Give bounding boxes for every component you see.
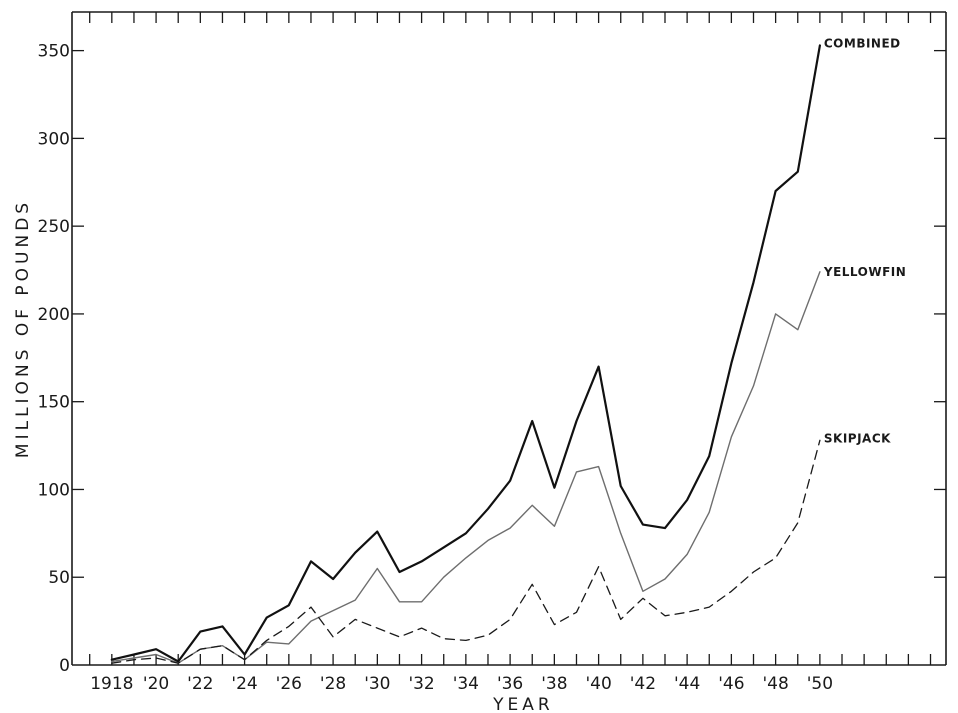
axis-ticks — [72, 12, 946, 665]
y-tick-label-150: 150 — [38, 393, 70, 413]
y-tick-label-100: 100 — [38, 480, 70, 500]
y-tick-label-350: 350 — [38, 42, 70, 62]
series-line-combined — [110, 44, 822, 663]
series-line-yellowfin — [111, 271, 821, 664]
x-tick-label-1946: '46 — [718, 674, 744, 694]
series-line-skipjack — [111, 439, 821, 664]
plot-frame — [71, 11, 947, 666]
x-tick-label-1944: '44 — [674, 674, 700, 694]
x-tick-label-1942: '42 — [630, 674, 656, 694]
x-tick-label-1936: '36 — [497, 674, 523, 694]
y-tick-label-250: 250 — [38, 217, 70, 237]
x-tick-label-1950: '50 — [807, 674, 833, 694]
x-tick-label-1922: '22 — [187, 674, 213, 694]
axis-tick-labels: 0 50 100 150 200 250 300 350 1918 '20 '22 '24 '26 '28… — [38, 42, 833, 694]
series-layer — [110, 44, 822, 664]
x-tick-label-1948: '48 — [762, 674, 788, 694]
x-tick-label-1928: '28 — [320, 674, 346, 694]
y-tick-label-0: 0 — [59, 656, 70, 676]
series-label-combined: COMBINED — [824, 36, 901, 50]
x-tick-label-1940: '40 — [585, 674, 611, 694]
y-axis-title: MILLIONS OF POUNDS — [13, 199, 33, 458]
x-tick-label-1932: '32 — [408, 674, 434, 694]
series-label-skipjack: SKIPJACK — [824, 431, 891, 445]
x-tick-label-1934: '34 — [453, 674, 479, 694]
series-label-yellowfin: YELLOWFIN — [823, 265, 906, 279]
x-tick-label-1920: '20 — [143, 674, 169, 694]
y-tick-label-50: 50 — [48, 568, 70, 588]
series-labels: COMBINED YELLOWFIN SKIPJACK — [823, 36, 906, 445]
x-tick-label-1938: '38 — [541, 674, 567, 694]
x-axis-title: YEAR — [492, 695, 554, 713]
x-tick-label-1930: '30 — [364, 674, 390, 694]
y-tick-label-300: 300 — [38, 129, 70, 149]
y-tick-label-200: 200 — [38, 305, 70, 325]
x-tick-label-1924: '24 — [231, 674, 257, 694]
x-tick-label-1926: '26 — [276, 674, 302, 694]
x-tick-label-1918: 1918 — [90, 674, 133, 694]
